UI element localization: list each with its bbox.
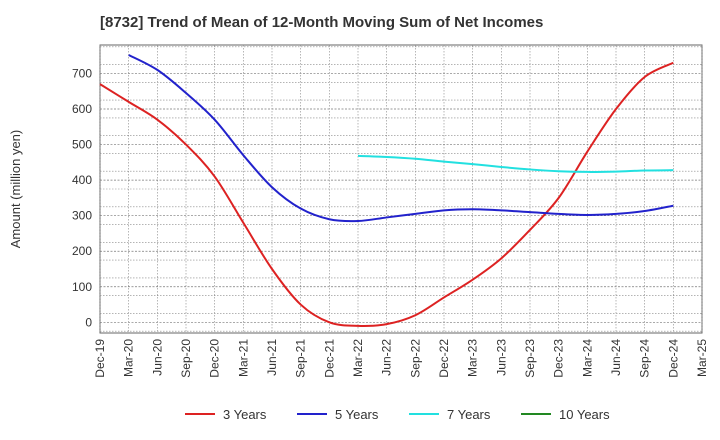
legend-label-5-years: 5 Years [335,407,379,422]
x-tick-label: Jun-22 [380,339,394,376]
series-line-5-years [128,54,674,223]
y-tick-label: 200 [72,244,92,258]
x-tick-label: Dec-19 [93,339,107,378]
x-tick-label: Dec-21 [322,339,336,378]
y-tick-label: 100 [72,280,92,294]
x-tick-label: Mar-21 [236,339,250,377]
x-tick-label: Mar-20 [122,339,136,377]
series-line-7-years [357,154,674,173]
y-tick-label: 700 [72,66,92,80]
x-tick-label: Sep-24 [638,339,652,378]
x-tick-label: Sep-20 [179,339,193,378]
legend-label-10-years: 10 Years [559,407,610,422]
x-tick-label: Sep-23 [523,339,537,378]
series-line-3-years [99,61,674,327]
x-tick-label: Jun-23 [494,339,508,376]
x-tick-label: Jun-21 [265,339,279,376]
x-tick-label: Dec-23 [552,339,566,378]
x-tick-label: Mar-25 [695,339,709,377]
x-tick-label: Jun-20 [150,339,164,376]
y-tick-label: 600 [72,102,92,116]
chart-title: [8732] Trend of Mean of 12-Month Moving … [100,14,544,31]
x-tick-label: Jun-24 [609,339,623,376]
legend-label-7-years: 7 Years [447,407,491,422]
y-tick-label: 300 [72,209,92,223]
x-tick-label: Mar-22 [351,339,365,377]
y-axis-title: Amount (million yen) [8,130,23,249]
y-tick-label: 400 [72,173,92,187]
y-tick-label: 0 [85,315,92,329]
x-tick-label: Sep-22 [408,339,422,378]
x-tick-label: Dec-24 [666,339,680,378]
y-tick-label: 500 [72,138,92,152]
legend-label-3-years: 3 Years [223,407,267,422]
x-tick-label: Dec-22 [437,339,451,378]
x-tick-label: Sep-21 [294,339,308,378]
x-tick-label: Mar-23 [466,339,480,377]
x-tick-label: Mar-24 [580,339,594,377]
x-tick-label: Dec-20 [208,339,222,378]
